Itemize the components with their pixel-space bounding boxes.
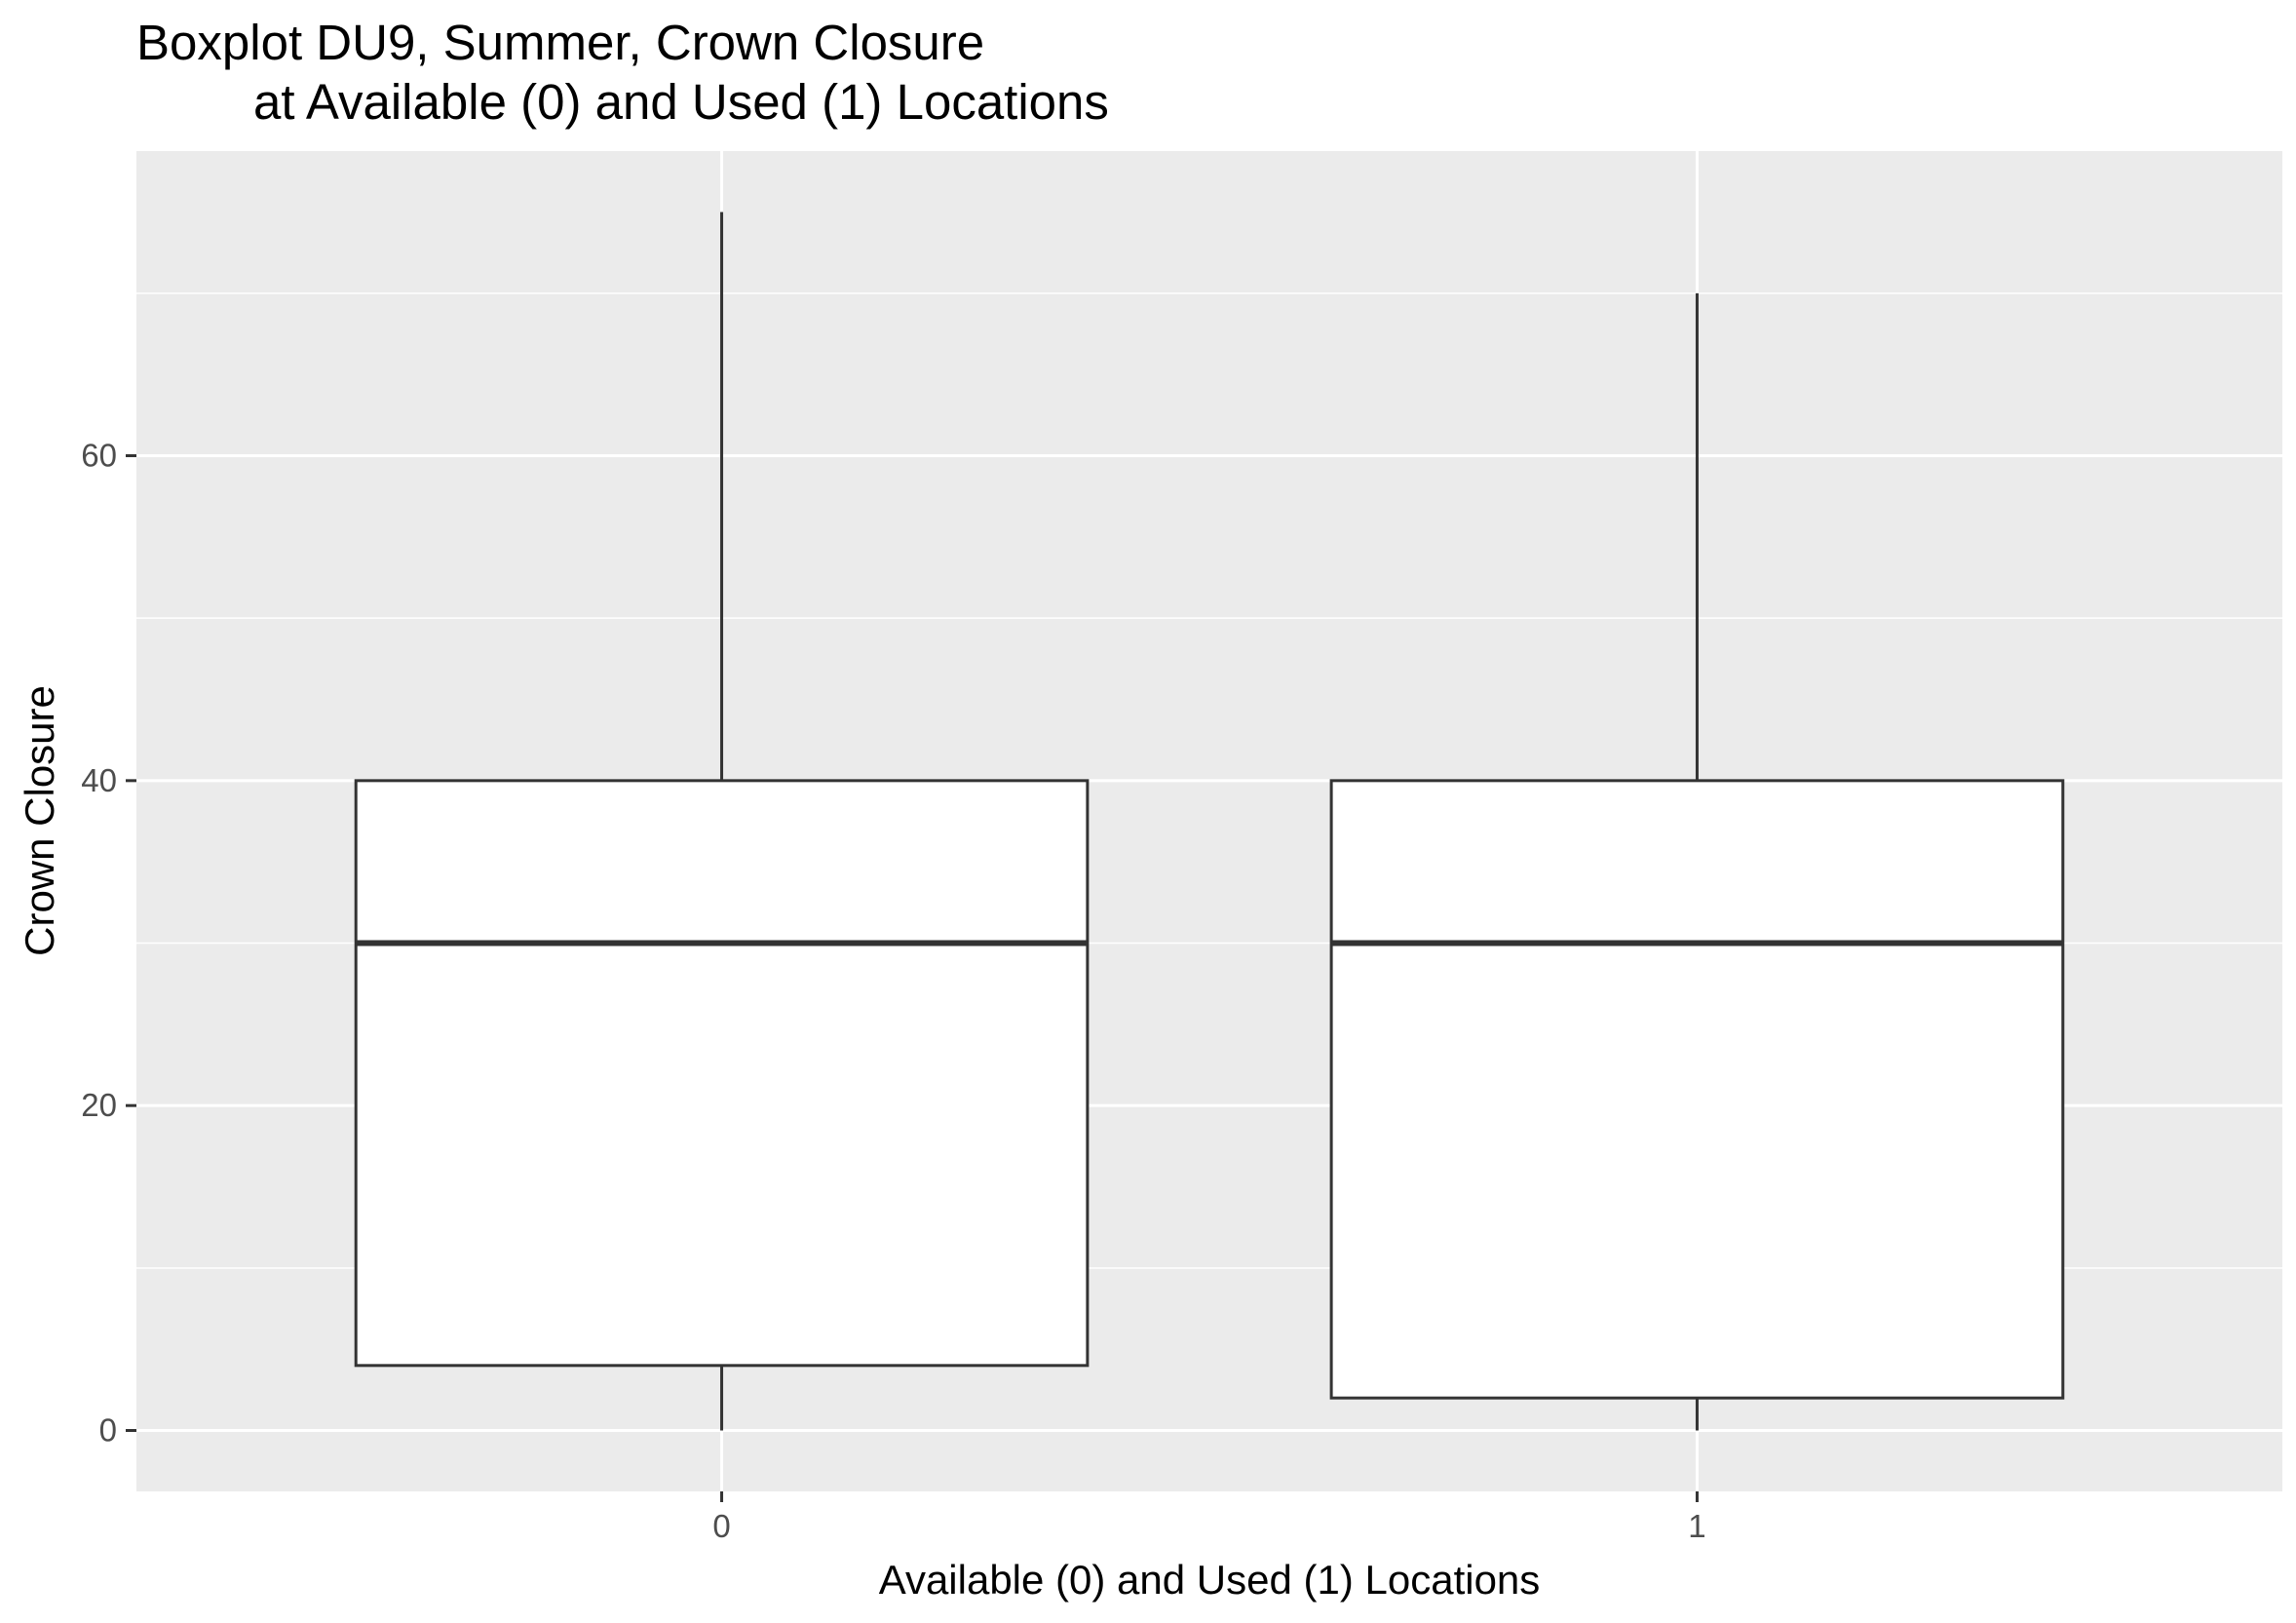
boxes <box>354 212 2065 1431</box>
box-1 <box>1329 292 2065 1431</box>
y-tick-label: 60 <box>81 438 117 474</box>
x-axis-title: Available (0) and Used (1) Locations <box>879 1557 1541 1603</box>
x-tick-label: 1 <box>1688 1508 1705 1544</box>
y-axis-title: Crown Closure <box>17 685 62 956</box>
chart-title-line-2: at Available (0) and Used (1) Locations <box>253 74 1109 130</box>
y-tick-label: 0 <box>99 1412 117 1449</box>
y-tick-label: 20 <box>81 1087 117 1123</box>
iqr-box <box>354 779 1090 1368</box>
x-tick-label: 0 <box>712 1508 730 1544</box>
iqr-box <box>1329 779 2065 1400</box>
box-0 <box>354 212 1090 1431</box>
y-axis: 0 20 40 60 <box>81 438 136 1449</box>
y-tick-label: 40 <box>81 762 117 798</box>
chart-title-line-1: Boxplot DU9, Summer, Crown Closure <box>136 15 984 70</box>
